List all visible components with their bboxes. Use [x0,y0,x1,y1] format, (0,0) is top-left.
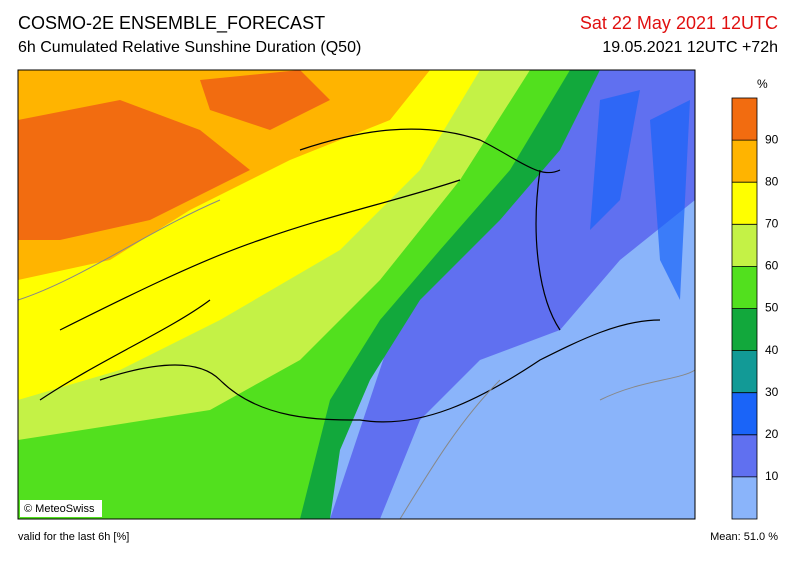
border-line [299,128,561,331]
colorbar-tick-label: 90 [765,132,779,146]
colorbar-segment [732,434,757,477]
credit-box [20,500,102,517]
colorbar-tick-label: 60 [765,259,779,273]
map-region [18,100,250,240]
colorbar-tick-label: 70 [765,216,779,230]
credit: © MeteoSwiss [24,503,95,515]
map-region [200,70,330,130]
colorbar-tick-label: 10 [765,469,779,483]
colorbar-segment [732,350,757,393]
mean-value: Mean: 51.0 % [710,531,778,543]
colorbar-segment [732,308,757,351]
colorbar-segment [732,182,757,225]
subtitle: 6h Cumulated Relative Sunshine Duration … [18,39,361,56]
map-frame [17,69,696,520]
colorbar-unit: % [757,77,768,91]
colorbar-tick-label: 80 [765,174,779,188]
colorbar: % 10 20 30 40 50 60 70 80 90 [731,77,779,520]
colorbar-segment [732,98,757,141]
border-line [39,179,461,401]
title: COSMO-2E ENSEMBLE_FORECAST [18,13,325,34]
colorbar-tick-label: 40 [765,343,779,357]
colorbar-tick-label: 30 [765,385,779,399]
colorbar-segment [732,224,757,267]
valid-date: Sat 22 May 2021 12UTC [580,13,778,33]
colorbar-segment [732,476,757,519]
colorbar-segment [732,266,757,309]
border-line [99,319,661,423]
colorbar-segment [732,140,757,183]
region-line [18,199,695,519]
colorbar-segment [732,392,757,435]
colorbar-tick-label: 20 [765,427,779,441]
colorbar-tick-label: 50 [765,301,779,315]
validity-note: valid for the last 6h [%] [18,531,129,543]
run-info: 19.05.2021 12UTC +72h [602,39,778,56]
map-region [590,90,690,300]
map: © MeteoSwiss [17,69,696,520]
